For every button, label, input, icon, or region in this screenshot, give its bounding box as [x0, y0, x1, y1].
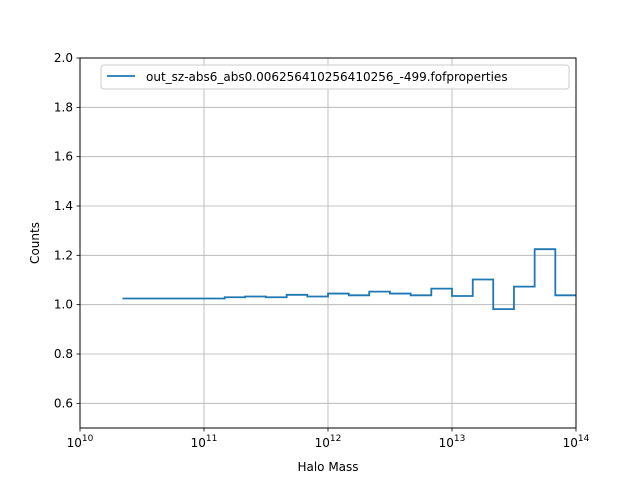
x-tick-label: 1014: [563, 434, 590, 450]
legend: out_sz-abs6_abs0.006256410256410256_-499…: [100, 64, 570, 90]
y-tick-label: 0.8: [54, 347, 73, 361]
y-tick-label: 1.8: [54, 100, 73, 114]
y-axis-ticks: 0.6 0.8 1.0 1.2 1.4 1.6 1.8 2.0: [54, 51, 80, 410]
y-tick-label: 1.6: [54, 150, 73, 164]
y-tick-label: 2.0: [54, 51, 73, 65]
legend-box: [100, 64, 570, 90]
y-tick-label: 1.2: [54, 248, 73, 262]
x-tick-label: 1012: [315, 434, 342, 450]
series-step-line: [122, 248, 576, 311]
legend-label: out_sz-abs6_abs0.006256410256410256_-499…: [146, 70, 508, 84]
y-tick-label: 0.6: [54, 396, 73, 410]
x-axis-label: Halo Mass: [297, 460, 358, 474]
y-tick-label: 1.4: [54, 199, 73, 213]
x-tick-label: 1011: [191, 434, 218, 450]
x-axis-ticks: 1010 1011 1012 1013 1014: [67, 428, 590, 450]
x-tick-label: 1010: [67, 434, 94, 450]
y-axis-label: Counts: [28, 222, 42, 264]
y-tick-label: 1.0: [54, 298, 73, 312]
x-tick-label: 1013: [439, 434, 466, 450]
series-layer: [122, 248, 576, 311]
